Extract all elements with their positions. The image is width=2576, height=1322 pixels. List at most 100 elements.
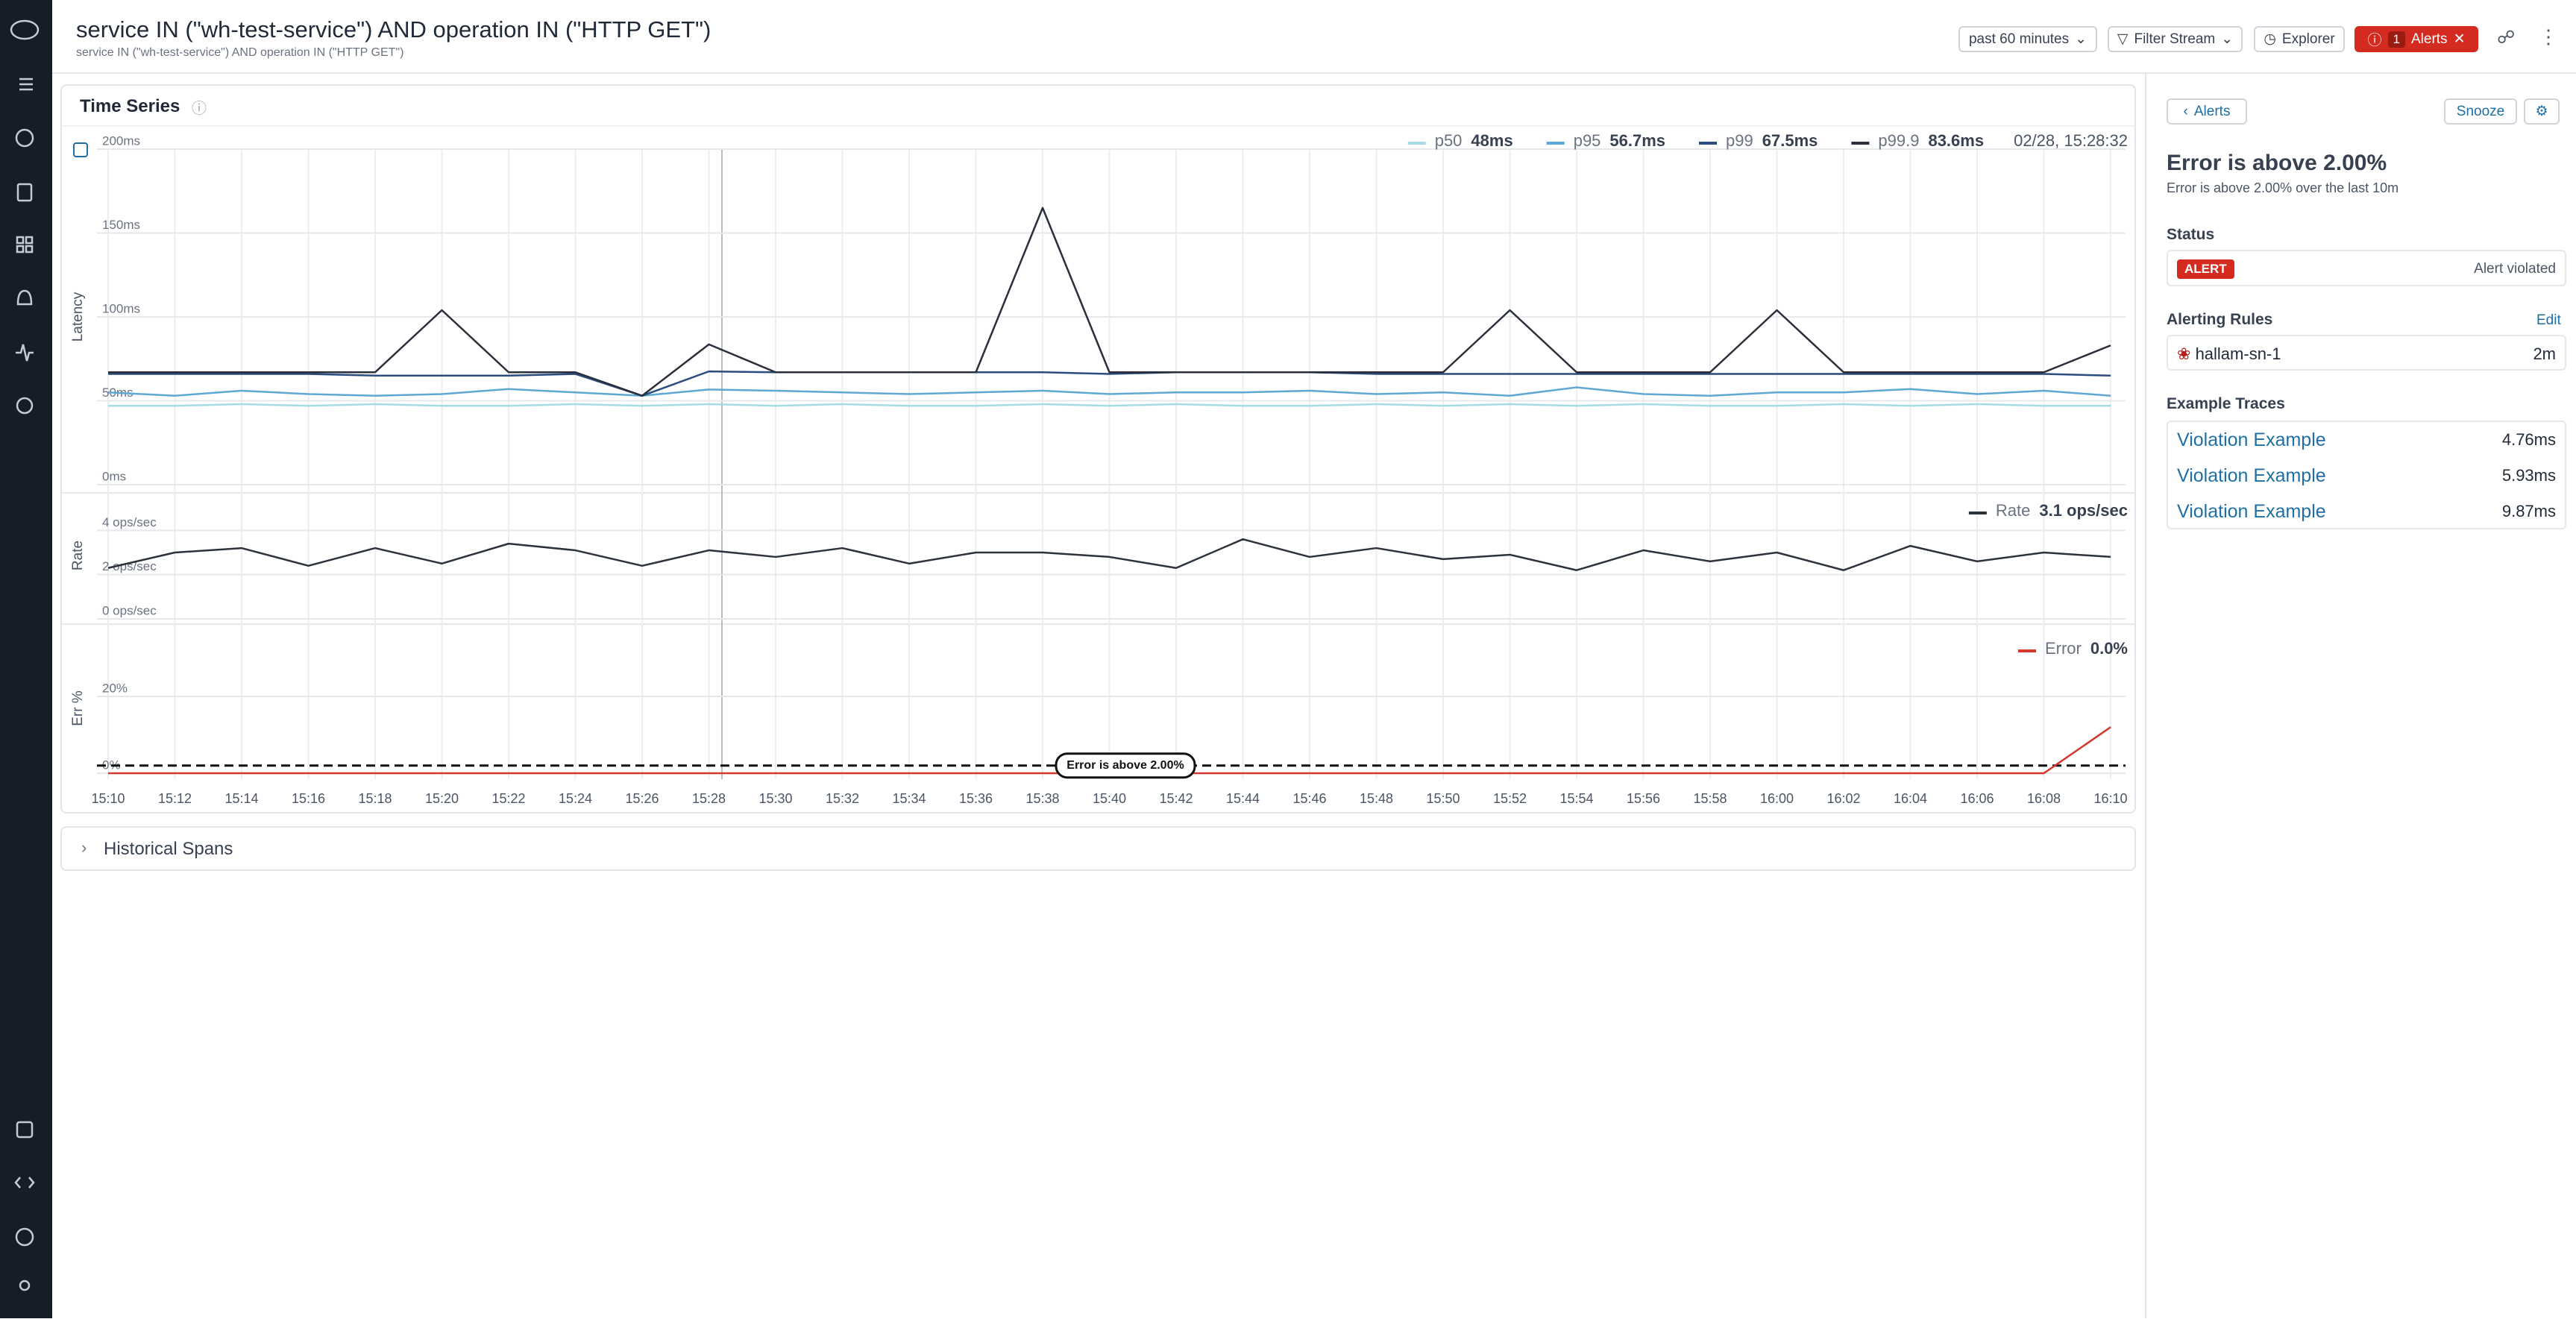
filter-label: Filter Stream [2134, 31, 2216, 47]
edit-icon[interactable] [73, 142, 88, 157]
x-tick-label: 15:42 [1159, 791, 1193, 806]
nav-help[interactable] [15, 1227, 34, 1247]
filter-button[interactable]: ▽ Filter Stream ⌄ [2108, 26, 2243, 52]
alert-panel: ‹ Alerts Snooze ⚙ Error is above 2.00% Er… [2145, 74, 2576, 1318]
trace-duration: 4.76ms [2501, 430, 2556, 449]
traces-box: Violation Example 4.76ms Violation Exampl… [2167, 421, 2566, 529]
threshold-label-box [1055, 752, 1196, 779]
x-tick-label: 15:30 [758, 791, 792, 806]
nav-history[interactable] [15, 128, 34, 148]
x-tick-label: 15:18 [358, 791, 392, 806]
legend-value: 0.0% [2090, 639, 2128, 658]
status-badge: ALERT [2177, 259, 2234, 279]
share-button[interactable]: ☍ [2497, 28, 2516, 48]
alerts-button[interactable]: ⓘ 1 Alerts ✕ [2354, 26, 2478, 52]
x-tick-label: 15:22 [491, 791, 525, 806]
trace-row[interactable]: Violation Example 4.76ms [2168, 422, 2565, 458]
logo[interactable] [10, 19, 40, 40]
x-tick-label: 15:26 [625, 791, 659, 806]
time-range-button[interactable]: past 60 minutes ⌄ [1958, 26, 2097, 52]
series-line [107, 386, 2111, 397]
series-line [108, 207, 2111, 397]
x-tick-label: 15:48 [1360, 791, 1393, 806]
x-tick-label: 15:36 [959, 791, 993, 806]
x-tick-label: 15:38 [1025, 791, 1059, 806]
snooze-button[interactable]: Snooze [2444, 98, 2517, 125]
explorer-button[interactable]: ◷ Explorer [2254, 26, 2345, 52]
status-label: Status [2167, 226, 2215, 243]
x-tick-label: 16:00 [1760, 791, 1794, 806]
nav-code[interactable] [14, 1177, 21, 1189]
y-tick-label: 4 ops/sec [102, 515, 157, 529]
x-tick-label: 15:14 [224, 791, 258, 806]
nav-dashboards[interactable] [16, 236, 34, 254]
legend-name: p99 [1726, 131, 1753, 150]
nav-alerts[interactable] [16, 289, 33, 306]
header: service IN ("wh-test-service") AND opera… [52, 0, 2576, 74]
x-tick-label: 15:12 [158, 791, 192, 806]
nav-user[interactable] [19, 1279, 31, 1291]
nav-settings[interactable] [16, 397, 34, 415]
card-divider [62, 125, 2134, 127]
x-tick-label: 15:24 [559, 791, 592, 806]
x-tick-label: 15:34 [892, 791, 926, 806]
y-tick-label: 0 ops/sec [102, 603, 157, 617]
x-tick-label: 15:50 [1426, 791, 1460, 806]
trace-duration: 5.93ms [2501, 466, 2556, 485]
query-title: service IN ("wh-test-service") AND opera… [76, 16, 711, 43]
y-tick-label: 2 ops/sec [102, 559, 157, 573]
x-tick-label: 15:54 [1559, 791, 1593, 806]
time-range: past 60 minutes [1968, 31, 2070, 47]
snooze-label: Snooze [2456, 103, 2505, 119]
trace-name: Violation Example [2177, 465, 2326, 486]
x-tick-label: 15:28 [692, 791, 726, 806]
nav-docs[interactable] [16, 183, 33, 202]
x-tick-label: 15:44 [1226, 791, 1260, 806]
y-axis-title: Latency [70, 292, 86, 341]
series-line [108, 403, 2111, 407]
status-text: Alert violated [2474, 261, 2556, 277]
sidebar-icons [10, 19, 40, 1291]
y-tick-label: 100ms [102, 301, 140, 315]
nav-metrics[interactable] [16, 344, 34, 362]
series-line [107, 538, 2111, 571]
more-button[interactable]: ⋮ [2539, 25, 2558, 48]
series-line [108, 370, 2111, 397]
x-tick-label: 16:02 [1826, 791, 1860, 806]
sidebar [0, 0, 52, 1318]
rules-edit[interactable]: Edit [2536, 312, 2561, 328]
alert-description: Error is above 2.00% over the last 10m [2167, 180, 2399, 195]
legend-value: 83.6ms [1928, 131, 1984, 150]
x-tick-label: 16:04 [1894, 791, 1927, 806]
rule-duration: 2m [2533, 344, 2556, 363]
x-tick-label: 15:52 [1493, 791, 1527, 806]
back-button[interactable]: ‹ Alerts [2167, 98, 2247, 125]
x-tick-label: 15:10 [91, 791, 125, 806]
trace-duration: 9.87ms [2501, 502, 2556, 520]
rules-label: Alerting Rules [2167, 311, 2273, 328]
legend-name: p50 [1435, 131, 1463, 150]
trace-row[interactable]: Violation Example 9.87ms [2168, 494, 2565, 529]
help-icon[interactable]: ⓘ [192, 101, 207, 117]
legend-value: 48ms [1471, 131, 1512, 150]
nav-packages[interactable] [16, 1121, 34, 1139]
rule-row[interactable]: ❀ hallam-sn-1 2m [2177, 344, 2556, 363]
nav-list[interactable] [19, 78, 33, 91]
x-tick-label: 15:20 [425, 791, 459, 806]
settings-button[interactable]: ⚙ [2524, 98, 2560, 125]
status-box: ALERT Alert violated [2167, 250, 2566, 286]
time-series-card: Time Series ⓘ [60, 84, 2136, 813]
trace-row[interactable]: Violation Example 5.93ms [2168, 458, 2565, 494]
legend-value: 3.1 ops/sec [2039, 501, 2128, 520]
historical-spans-title: Historical Spans [104, 839, 233, 859]
legend-name: p95 [1574, 131, 1601, 150]
legend-name: Error [2045, 639, 2082, 658]
trace-name: Violation Example [2177, 500, 2326, 522]
back-label: Alerts [2193, 103, 2231, 119]
query-subtitle: service IN ("wh-test-service") AND opera… [76, 46, 404, 59]
historical-spans-card[interactable]: › Historical Spans [60, 826, 2136, 871]
x-tick-label: 15:40 [1093, 791, 1126, 806]
y-tick-label: 200ms [102, 133, 140, 148]
